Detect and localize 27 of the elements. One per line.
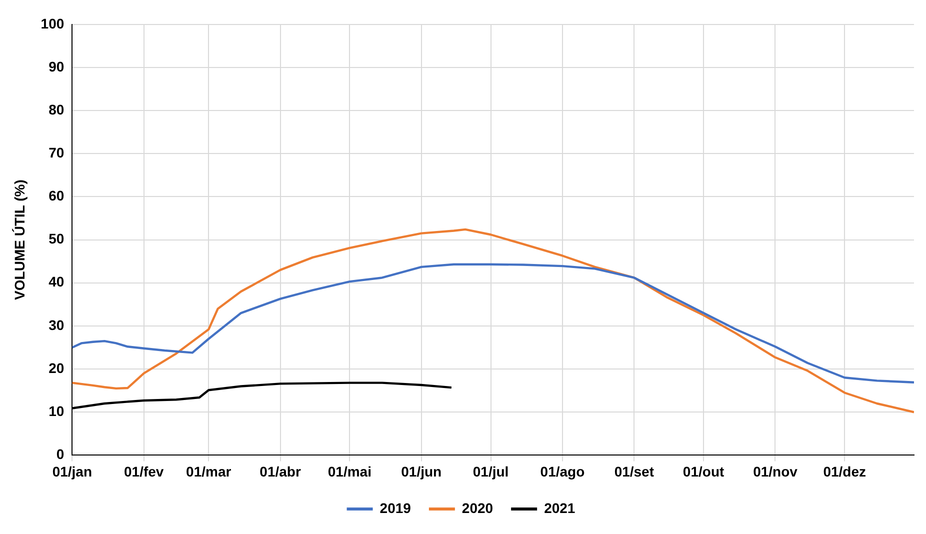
legend-label: 2021: [544, 500, 576, 516]
y-tick-label: 20: [48, 360, 64, 376]
legend-label: 2020: [462, 500, 494, 516]
x-tick-label: 01/nov: [753, 463, 798, 480]
x-tick-label: 01/fev: [124, 463, 164, 480]
y-tick-label: 10: [48, 402, 64, 419]
x-tick-label: 01/jun: [401, 463, 442, 480]
y-tick-label: 70: [48, 144, 64, 160]
x-tick-label: 01/jan: [52, 463, 92, 480]
x-tick-label: 01/abr: [260, 463, 302, 480]
x-tick-label: 01/jul: [472, 463, 509, 480]
y-tick-label: 80: [48, 101, 64, 118]
x-tick-label: 01/mar: [186, 463, 232, 480]
y-tick-label: 100: [40, 15, 64, 32]
x-tick-label: 01/ago: [540, 463, 585, 480]
y-tick-label: 40: [48, 274, 64, 290]
y-tick-label: 90: [48, 58, 64, 74]
x-tick-label: 01/set: [614, 463, 654, 480]
y-tick-label: 60: [48, 188, 64, 204]
y-tick-label: 0: [56, 446, 64, 462]
y-axis-title: VOLUME ÚTIL (%): [11, 180, 28, 300]
legend-label: 2019: [380, 500, 412, 516]
x-tick-label: 01/out: [682, 463, 724, 480]
y-tick-label: 50: [48, 230, 64, 247]
x-tick-label: 01/mai: [328, 463, 372, 480]
x-tick-label: 01/dez: [823, 463, 866, 480]
y-tick-label: 30: [48, 316, 64, 333]
